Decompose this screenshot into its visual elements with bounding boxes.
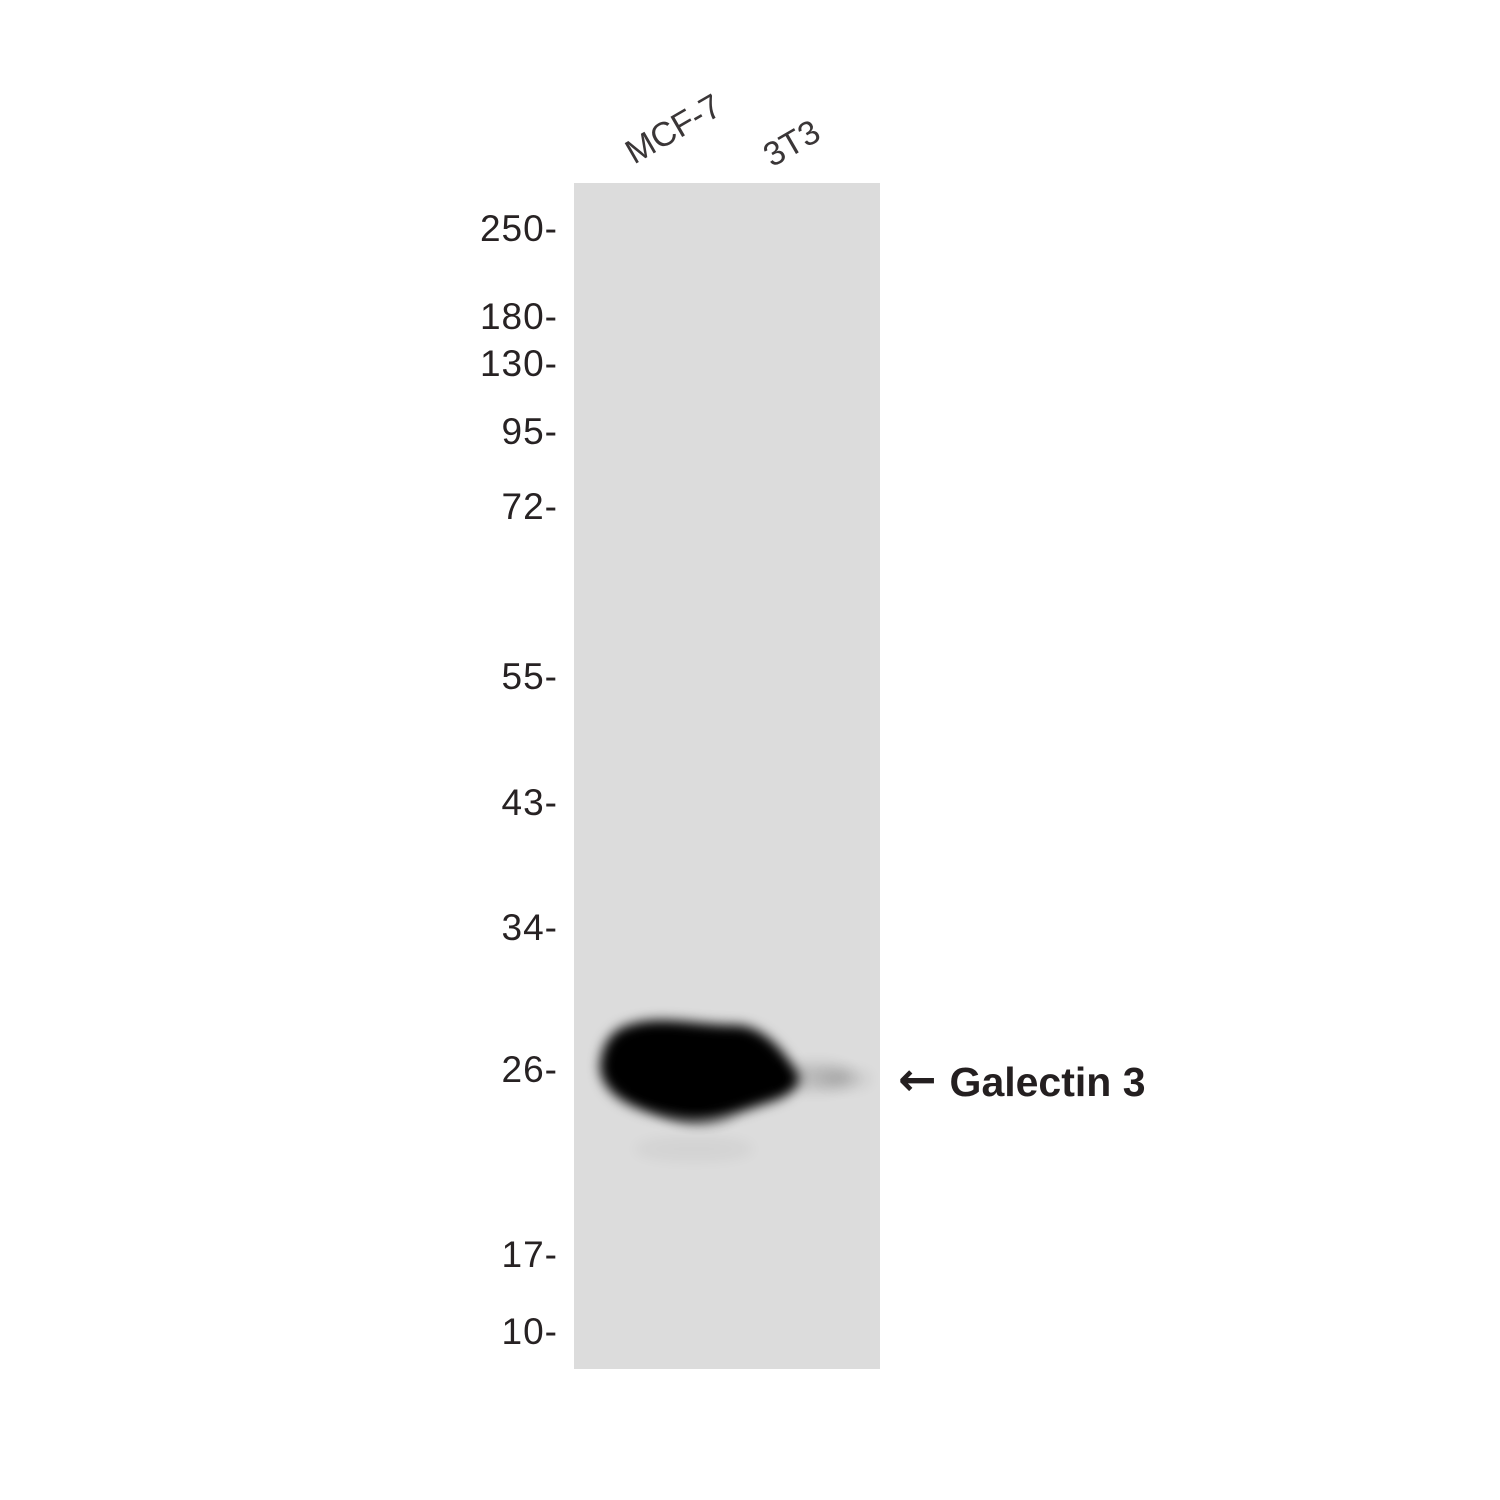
mw-marker-26: 26- — [501, 1049, 558, 1090]
protein-band-svg — [600, 1020, 870, 1161]
mw-marker-130: 130- — [479, 343, 558, 384]
mw-marker-55: 55- — [501, 656, 558, 697]
lane-label-mcf-7: MCF-7 — [619, 86, 728, 172]
mw-marker-17: 17- — [501, 1234, 558, 1275]
mw-marker-250: 250- — [479, 208, 558, 249]
mw-marker-180: 180- — [479, 296, 558, 337]
lane-label-3t3: 3T3 — [757, 112, 827, 175]
mw-marker-10: 10- — [501, 1311, 558, 1352]
arrow-left-icon: ← — [898, 1052, 937, 1106]
band-label: Galectin 3 — [949, 1059, 1146, 1105]
band-mcf7 — [600, 1020, 799, 1123]
mw-marker-43: 43- — [501, 782, 558, 823]
mw-marker-34: 34- — [501, 907, 558, 948]
blot-membrane — [574, 183, 880, 1369]
band-3t3 — [634, 1064, 870, 1161]
mw-marker-95: 95- — [501, 411, 558, 452]
mw-marker-72: 72- — [501, 486, 558, 527]
band-annotation: ← Galectin 3 — [898, 1054, 1146, 1110]
